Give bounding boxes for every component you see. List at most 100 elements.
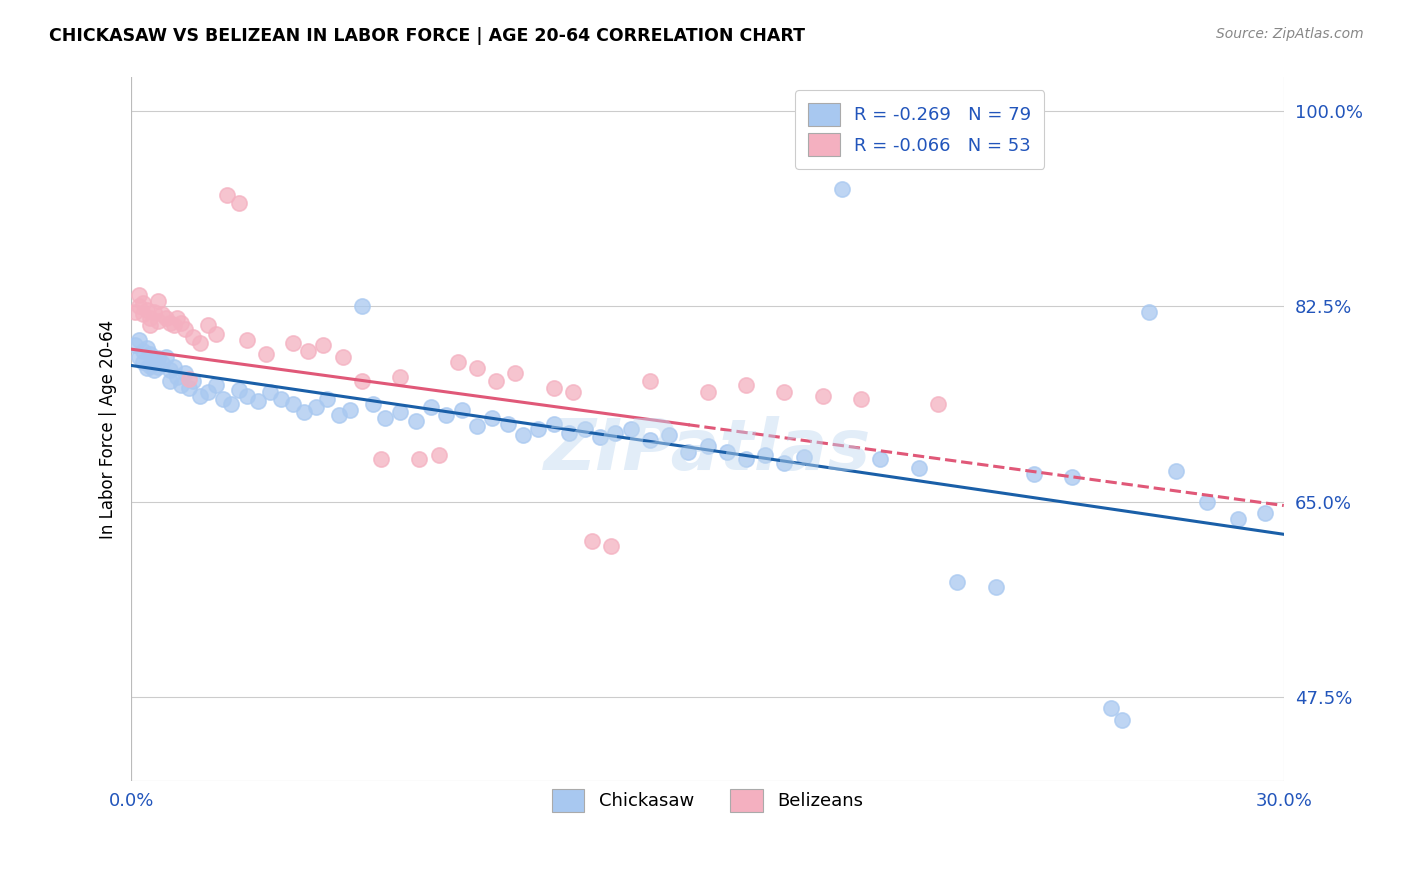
- Point: [562, 385, 585, 400]
- Point: [159, 316, 181, 330]
- Point: [543, 417, 565, 431]
- Point: [811, 389, 834, 403]
- Point: [678, 444, 700, 458]
- Point: [166, 369, 188, 384]
- Point: [332, 350, 354, 364]
- Point: [139, 347, 162, 361]
- Point: [350, 374, 373, 388]
- Point: [450, 403, 472, 417]
- Point: [389, 405, 412, 419]
- Point: [170, 316, 193, 330]
- Point: [162, 318, 184, 333]
- Point: [485, 374, 508, 388]
- Point: [124, 305, 146, 319]
- Point: [361, 396, 384, 410]
- Point: [143, 354, 166, 368]
- Point: [374, 411, 396, 425]
- Point: [589, 430, 612, 444]
- Point: [128, 333, 150, 347]
- Point: [465, 418, 488, 433]
- Point: [159, 363, 181, 377]
- Point: [907, 461, 929, 475]
- Point: [247, 394, 270, 409]
- Legend: Chickasaw, Belizeans: Chickasaw, Belizeans: [540, 776, 876, 825]
- Point: [297, 344, 319, 359]
- Point: [465, 360, 488, 375]
- Point: [155, 350, 177, 364]
- Point: [166, 310, 188, 325]
- Point: [419, 400, 441, 414]
- Point: [177, 381, 200, 395]
- Point: [128, 288, 150, 302]
- Point: [124, 338, 146, 352]
- Point: [135, 360, 157, 375]
- Point: [512, 427, 534, 442]
- Point: [181, 329, 204, 343]
- Point: [658, 427, 681, 442]
- Point: [190, 336, 212, 351]
- Point: [773, 385, 796, 400]
- Point: [350, 299, 373, 313]
- Point: [1226, 511, 1249, 525]
- Point: [851, 392, 873, 406]
- Point: [558, 425, 581, 440]
- Point: [600, 540, 623, 554]
- Point: [1137, 305, 1160, 319]
- Point: [143, 305, 166, 319]
- Point: [174, 322, 197, 336]
- Point: [197, 318, 219, 333]
- Point: [405, 414, 427, 428]
- Point: [228, 195, 250, 210]
- Text: CHICKASAW VS BELIZEAN IN LABOR FORCE | AGE 20-64 CORRELATION CHART: CHICKASAW VS BELIZEAN IN LABOR FORCE | A…: [49, 27, 806, 45]
- Point: [190, 389, 212, 403]
- Point: [605, 425, 627, 440]
- Point: [505, 367, 527, 381]
- Point: [135, 302, 157, 317]
- Point: [339, 403, 361, 417]
- Point: [447, 355, 470, 369]
- Point: [1253, 506, 1275, 520]
- Point: [869, 452, 891, 467]
- Point: [696, 385, 718, 400]
- Point: [170, 377, 193, 392]
- Point: [204, 327, 226, 342]
- Point: [254, 347, 277, 361]
- Point: [574, 422, 596, 436]
- Point: [370, 452, 392, 467]
- Point: [155, 310, 177, 325]
- Point: [773, 456, 796, 470]
- Point: [328, 408, 350, 422]
- Point: [754, 448, 776, 462]
- Point: [197, 385, 219, 400]
- Point: [139, 310, 162, 325]
- Y-axis label: In Labor Force | Age 20-64: In Labor Force | Age 20-64: [100, 319, 117, 539]
- Point: [281, 336, 304, 351]
- Point: [204, 377, 226, 392]
- Point: [162, 359, 184, 374]
- Point: [228, 383, 250, 397]
- Point: [305, 400, 328, 414]
- Point: [217, 187, 239, 202]
- Point: [946, 575, 969, 590]
- Point: [984, 580, 1007, 594]
- Point: [270, 392, 292, 406]
- Point: [793, 450, 815, 464]
- Point: [543, 381, 565, 395]
- Point: [146, 359, 169, 374]
- Text: ZIPatlas: ZIPatlas: [544, 416, 872, 485]
- Point: [259, 385, 281, 400]
- Point: [212, 392, 235, 406]
- Text: Source: ZipAtlas.com: Source: ZipAtlas.com: [1216, 27, 1364, 41]
- Point: [181, 374, 204, 388]
- Point: [312, 338, 335, 352]
- Point: [716, 444, 738, 458]
- Point: [696, 439, 718, 453]
- Point: [128, 350, 150, 364]
- Point: [174, 367, 197, 381]
- Point: [150, 356, 173, 370]
- Point: [128, 299, 150, 313]
- Point: [150, 307, 173, 321]
- Point: [143, 363, 166, 377]
- Point: [927, 396, 949, 410]
- Point: [219, 396, 242, 410]
